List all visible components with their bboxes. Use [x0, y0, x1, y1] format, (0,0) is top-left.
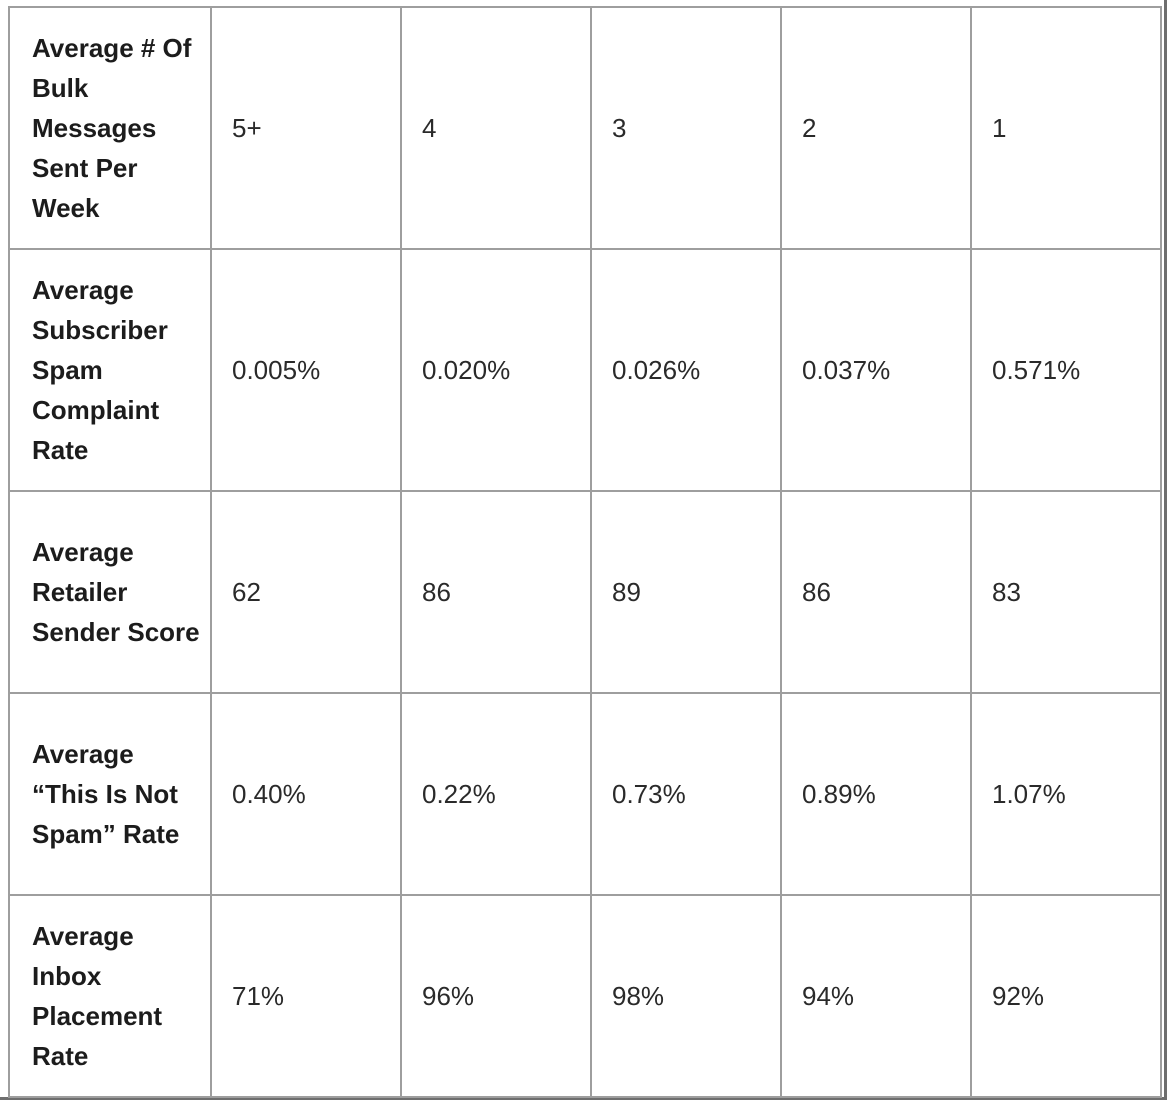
table-cell: 89 [590, 490, 782, 694]
table-cell: 2 [780, 6, 972, 250]
table-cell: 98% [590, 894, 782, 1098]
table-cell: 4 [400, 6, 592, 250]
row-header-not-spam-rate: Average “This Is Not Spam” Rate [8, 692, 212, 896]
table-row-spam-complaint-rate: Average Subscriber Spam Complaint Rate 0… [8, 248, 1162, 492]
table-row-inbox-placement-rate: Average Inbox Placement Rate 71% 96% 98%… [8, 894, 1162, 1098]
table-cell: 0.037% [780, 248, 972, 492]
table-cell: 1.07% [970, 692, 1162, 896]
table-cell: 1 [970, 6, 1162, 250]
table-cell: 3 [590, 6, 782, 250]
table-cell: 0.89% [780, 692, 972, 896]
table-row-sender-score: Average Retailer Sender Score 62 86 89 8… [8, 490, 1162, 694]
table-cell: 62 [210, 490, 402, 694]
table-row-messages-per-week: Average # Of Bulk Messages Sent Per Week… [8, 6, 1162, 250]
row-header-messages-per-week: Average # Of Bulk Messages Sent Per Week [8, 6, 212, 250]
table-cell: 0.026% [590, 248, 782, 492]
table-cell: 0.40% [210, 692, 402, 896]
table-cell: 83 [970, 490, 1162, 694]
table-cell: 0.005% [210, 248, 402, 492]
table-cell: 92% [970, 894, 1162, 1098]
table-row-not-spam-rate: Average “This Is Not Spam” Rate 0.40% 0.… [8, 692, 1162, 896]
table-cell: 86 [780, 490, 972, 694]
table-cell: 0.020% [400, 248, 592, 492]
row-header-sender-score: Average Retailer Sender Score [8, 490, 212, 694]
table-cell: 5+ [210, 6, 402, 250]
table-cell: 0.73% [590, 692, 782, 896]
table-cell: 96% [400, 894, 592, 1098]
row-header-spam-complaint-rate: Average Subscriber Spam Complaint Rate [8, 248, 212, 492]
table-cell: 0.22% [400, 692, 592, 896]
row-header-inbox-placement-rate: Average Inbox Placement Rate [8, 894, 212, 1098]
table-cell: 0.571% [970, 248, 1162, 492]
table-cell: 71% [210, 894, 402, 1098]
table-cell: 94% [780, 894, 972, 1098]
email-frequency-stats-table: Average # Of Bulk Messages Sent Per Week… [8, 6, 1162, 1098]
table-cell: 86 [400, 490, 592, 694]
